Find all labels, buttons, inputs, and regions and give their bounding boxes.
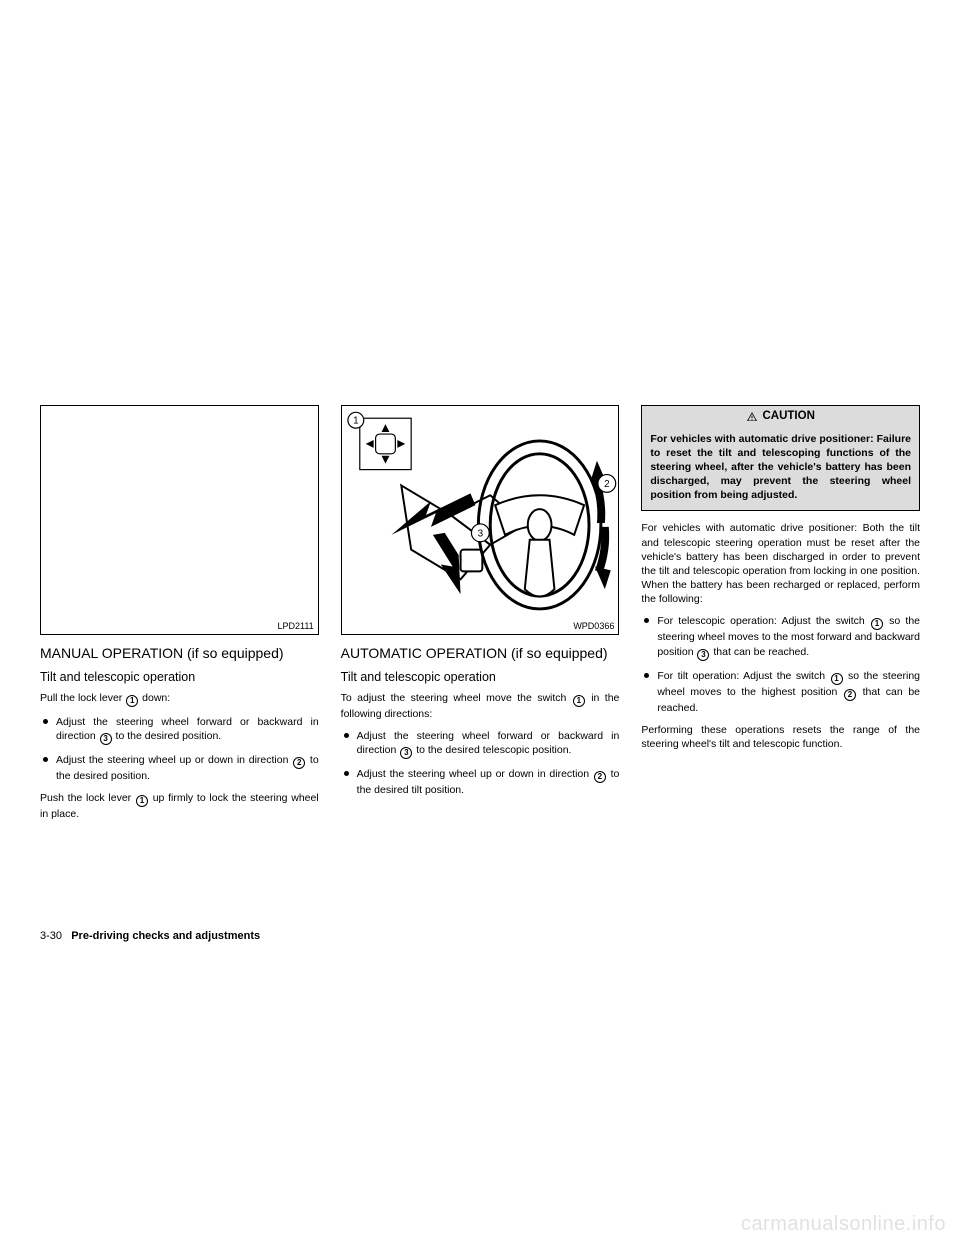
col1-list: Adjust the steering wheel forward or bac… (40, 715, 319, 783)
col1-subheading: Tilt and telescopic operation (40, 669, 319, 685)
watermark: carmanualsonline.info (741, 1213, 946, 1236)
text: For telescopic operation: Adjust the swi… (657, 615, 864, 627)
ref-3-icon: 3 (100, 733, 112, 745)
list-item: For tilt operation: Adjust the switch 1 … (641, 669, 920, 715)
ref-1-icon: 1 (126, 695, 138, 707)
list-item: Adjust the steering wheel forward or bac… (40, 715, 319, 745)
col1-heading: MANUAL OPERATION (if so equipped) (40, 645, 319, 663)
col3-para2: Performing these operations resets the r… (641, 723, 920, 751)
text: Adjust the steering wheel up or down in … (357, 768, 589, 780)
caution-label: CAUTION (762, 409, 814, 425)
col2-para1: To adjust the steering wheel move the sw… (341, 691, 620, 721)
caution-box: CAUTION For vehicles with automatic driv… (641, 405, 920, 511)
ref-2-icon: 2 (594, 771, 606, 783)
col3-list: For telescopic operation: Adjust the swi… (641, 614, 920, 714)
figure-left: LPD2111 (40, 405, 319, 635)
ref-2-icon: 2 (844, 689, 856, 701)
column-3: CAUTION For vehicles with automatic driv… (641, 405, 920, 829)
col2-subheading: Tilt and telescopic operation (341, 669, 620, 685)
figure-left-label: LPD2111 (277, 620, 313, 632)
text: Adjust the steering wheel up or down in … (56, 754, 288, 766)
col2-list: Adjust the steering wheel forward or bac… (341, 729, 620, 797)
text: down: (142, 692, 170, 704)
ref-3-icon: 3 (400, 747, 412, 759)
ref-1-icon: 1 (136, 795, 148, 807)
column-1: LPD2111 MANUAL OPERATION (if so equipped… (40, 405, 319, 829)
ref-3-icon: 3 (697, 649, 709, 661)
list-item: Adjust the steering wheel forward or bac… (341, 729, 620, 759)
ref-2-icon: 2 (293, 757, 305, 769)
content-area: LPD2111 MANUAL OPERATION (if so equipped… (40, 405, 920, 829)
col3-para1: For vehicles with automatic drive positi… (641, 521, 920, 606)
list-item: Adjust the steering wheel up or down in … (40, 753, 319, 783)
text: that can be reached. (713, 646, 809, 658)
col2-heading: AUTOMATIC OPERATION (if so equipped) (341, 645, 620, 663)
ref-1-icon: 1 (573, 695, 585, 707)
section-title: Pre-driving checks and adjustments (71, 930, 260, 942)
list-item: For telescopic operation: Adjust the swi… (641, 614, 920, 660)
warning-icon (746, 411, 758, 423)
callout-2: 2 (604, 479, 610, 490)
text: Pull the lock lever (40, 692, 122, 704)
page-footer: 3-30 Pre-driving checks and adjustments (40, 930, 260, 942)
callout-1: 1 (353, 416, 359, 427)
text: to the desired telescopic position. (416, 744, 571, 756)
callout-3: 3 (477, 528, 483, 539)
figure-right-label: WPD0366 (573, 620, 614, 632)
figure-right: 1 (341, 405, 620, 635)
text: To adjust the steering wheel move the sw… (341, 692, 567, 704)
ref-1-icon: 1 (871, 618, 883, 630)
text: to the desired position. (116, 730, 222, 742)
column-2: 1 (341, 405, 620, 829)
text: Push the lock lever (40, 792, 131, 804)
ref-1-icon: 1 (831, 673, 843, 685)
list-item: Adjust the steering wheel up or down in … (341, 767, 620, 797)
col1-para2: Push the lock lever 1 up firmly to lock … (40, 791, 319, 821)
caution-body: For vehicles with automatic drive positi… (642, 428, 919, 511)
caution-heading: CAUTION (642, 406, 919, 428)
page-number: 3-30 (40, 930, 62, 942)
text: For tilt operation: Adjust the switch (657, 670, 825, 682)
col1-para1: Pull the lock lever 1 down: (40, 691, 319, 707)
steering-wheel-icon: 1 (342, 406, 619, 634)
